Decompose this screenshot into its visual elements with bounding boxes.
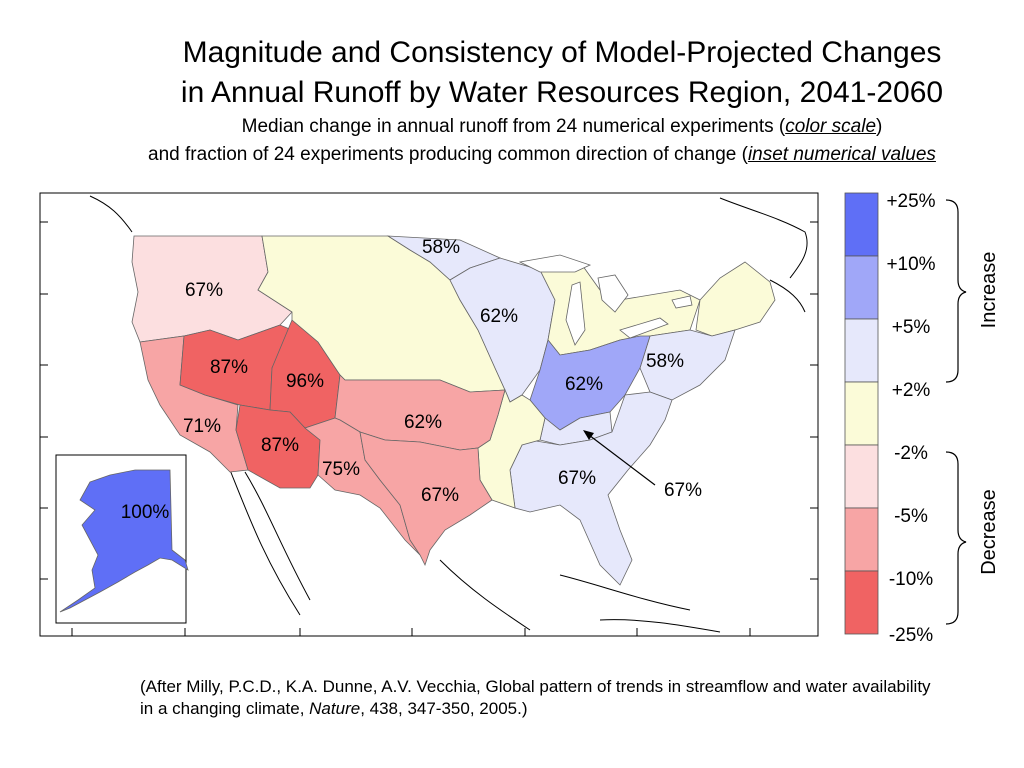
region-alaska: [59, 469, 189, 613]
legend-swatch: [844, 507, 879, 572]
label-upper-colorado: 96%: [286, 371, 324, 392]
label-rio-grande: 75%: [322, 459, 360, 480]
subtitle-2-prefix: and fraction of 24 experiments producing…: [148, 144, 748, 165]
region-upper-mississippi: [449, 257, 556, 403]
decrease-bracket: [945, 451, 967, 625]
label-pacific-northwest: 67%: [185, 280, 223, 301]
increase-bracket: [945, 199, 967, 383]
legend-label: +10%: [886, 254, 935, 275]
legend-swatch: [844, 255, 879, 320]
legend-label: -10%: [889, 569, 933, 590]
citation-prefix: (After Milly, P.C.D., K.A. Dunne, A.V. V…: [140, 677, 931, 718]
label-texas-gulf: 67%: [421, 485, 459, 506]
title-line-1: Magnitude and Consistency of Model-Proje…: [182, 36, 942, 69]
label-arkansas-white-red: 62%: [404, 412, 442, 433]
color-scale-link: color scale: [785, 116, 877, 137]
legend-label: +5%: [892, 317, 931, 338]
frame-ticks: [40, 221, 818, 636]
label-lower-colorado: 87%: [261, 435, 299, 456]
great-lakes-water: [518, 254, 693, 346]
subtitle-line-2: and fraction of 24 experiments producing…: [0, 144, 1024, 166]
citation-suffix: , 438, 347-350, 2005.): [360, 699, 528, 718]
legend-label: -2%: [894, 443, 928, 464]
label-alaska: 100%: [121, 502, 170, 523]
subtitle-1-prefix: Median change in annual runoff from 24 n…: [241, 116, 786, 137]
label-south-atlantic-gulf: 67%: [558, 468, 596, 489]
citation-journal: Nature: [309, 699, 361, 718]
runoff-map: 67% 87% 96% 71% 87% 75% 62% 67% 58% 62% …: [39, 191, 1000, 646]
region-new-england: [695, 261, 776, 337]
citation: (After Milly, P.C.D., K.A. Dunne, A.V. V…: [140, 676, 940, 720]
label-ohio: 62%: [565, 374, 603, 395]
legend-color-bar: [844, 192, 879, 635]
tennessee-pointer-arrowhead: [583, 430, 594, 440]
legend-label: +25%: [886, 191, 935, 212]
legend-swatch: [844, 192, 879, 257]
label-tennessee: 67%: [664, 480, 702, 501]
subtitle-1-suffix: ): [876, 116, 883, 137]
legend-label: -5%: [894, 506, 928, 527]
inset-values-link: inset numerical values: [747, 144, 936, 165]
decrease-label: Decrease: [978, 489, 1000, 575]
increase-label: Increase: [978, 252, 1000, 329]
subtitle-line-1: Median change in annual runoff from 24 n…: [0, 116, 1024, 138]
label-mid-atlantic: 58%: [646, 351, 684, 372]
region-texas-gulf: [359, 431, 493, 567]
coastlines: [89, 195, 808, 633]
region-south-atlantic-gulf: [509, 391, 673, 586]
legend-swatch: [844, 570, 879, 635]
legend-labels: +25% +10% +5% +2% -2% -5% -10%: [886, 191, 935, 590]
legend-label: +2%: [892, 380, 931, 401]
label-upper-mississippi: 62%: [480, 306, 518, 327]
title-line-2: in Annual Runoff by Water Resources Regi…: [180, 76, 944, 109]
label-california: 71%: [183, 416, 221, 437]
legend-swatch: [844, 444, 879, 509]
legend-swatch: [844, 381, 879, 446]
legend-swatch: [844, 318, 879, 383]
legend-label-bottom: -25%: [889, 625, 933, 646]
tennessee-pointer: [584, 431, 656, 486]
label-great-basin: 87%: [210, 357, 248, 378]
label-souris-red-rainy: 58%: [422, 237, 460, 258]
